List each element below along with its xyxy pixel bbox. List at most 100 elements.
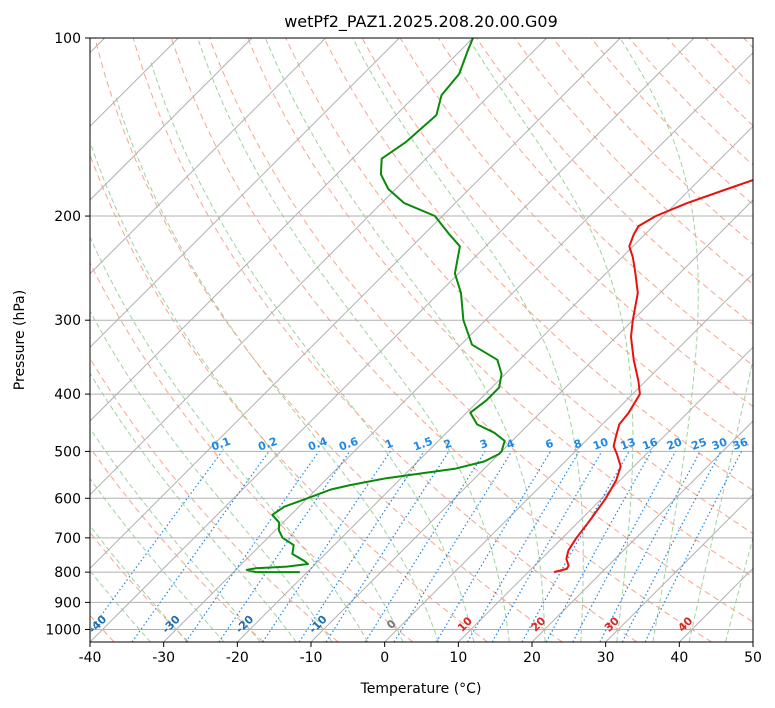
mixing-ratio-label: 6 bbox=[544, 437, 556, 452]
y-tick-label: 1000 bbox=[45, 622, 81, 638]
isotherm bbox=[163, 51, 753, 642]
moist-adiabat bbox=[619, 38, 699, 642]
dry-adiabat bbox=[628, 38, 753, 166]
background-grid bbox=[90, 38, 753, 642]
isotherm bbox=[90, 38, 474, 422]
mixing-ratio-label: 36 bbox=[731, 435, 750, 453]
moist-adiabat bbox=[725, 535, 753, 642]
x-tick-label: -40 bbox=[79, 650, 102, 666]
dewpoint-profile bbox=[245, 38, 506, 574]
isotherm bbox=[90, 38, 548, 496]
mixing-ratio-label: 1 bbox=[383, 437, 395, 452]
dry-adiabat bbox=[90, 261, 414, 642]
mixing-ratio-label: 0.1 bbox=[210, 435, 233, 454]
mixing-ratio-line bbox=[644, 451, 743, 642]
moist-adiabat bbox=[197, 38, 510, 642]
moist-adiabat bbox=[90, 477, 225, 642]
isotherm bbox=[457, 346, 753, 642]
dry-adiabat bbox=[247, 38, 753, 578]
y-tick-label: 800 bbox=[54, 565, 81, 581]
isotherm bbox=[531, 420, 753, 642]
x-axis-title: Temperature (°C) bbox=[360, 681, 482, 697]
mixing-ratio-label: 0.2 bbox=[256, 435, 279, 454]
isotherm bbox=[90, 38, 400, 349]
x-tick-label: 50 bbox=[744, 650, 762, 666]
mixing-ratio-line bbox=[545, 451, 652, 642]
dry-adiabat bbox=[132, 38, 638, 642]
mixing-ratio-line bbox=[621, 451, 722, 642]
moist-adiabat bbox=[90, 235, 369, 642]
x-tick-label: 20 bbox=[523, 650, 541, 666]
x-tick-label: -20 bbox=[226, 650, 249, 666]
y-tick-label: 400 bbox=[54, 387, 81, 403]
dry-adiabat bbox=[94, 38, 563, 642]
y-tick-label: 600 bbox=[54, 491, 81, 507]
mixing-ratio-label: 13 bbox=[619, 435, 638, 452]
mixing-ratio-line bbox=[185, 451, 320, 642]
isotherm bbox=[310, 199, 753, 642]
moist-adiabat bbox=[352, 38, 584, 642]
mixing-ratio-label: 1.5 bbox=[412, 435, 435, 454]
plot-frame bbox=[89, 37, 754, 643]
mixing-ratio-line bbox=[325, 451, 450, 642]
y-axis-title: Pressure (hPa) bbox=[12, 290, 28, 390]
x-tick-label: -30 bbox=[152, 650, 175, 666]
mixing-ratio-line bbox=[218, 451, 351, 642]
isotherm bbox=[90, 38, 621, 570]
isotherm bbox=[384, 272, 753, 642]
mixing-ratio-label: 0.4 bbox=[306, 435, 329, 454]
mixing-ratio-label: 0.6 bbox=[337, 435, 360, 454]
moist-adiabat bbox=[688, 357, 753, 642]
mixing-ratio-label: 16 bbox=[641, 435, 660, 453]
mixing-ratio-label: 3 bbox=[478, 437, 490, 452]
mixing-ratio-line bbox=[131, 451, 270, 642]
mixing-ratio-line bbox=[521, 451, 630, 642]
moist-adiabat bbox=[150, 62, 475, 642]
mixing-ratio-line bbox=[572, 451, 677, 642]
y-tick-label: 300 bbox=[54, 313, 81, 329]
mixing-ratio-label: 4 bbox=[505, 437, 517, 452]
dry-adiabat bbox=[476, 38, 753, 326]
mixing-ratio-line bbox=[298, 451, 425, 642]
mixing-ratio-label: 10 bbox=[591, 435, 610, 453]
profile-series bbox=[245, 38, 753, 574]
dry-adiabat bbox=[590, 38, 753, 206]
mixing-ratio-label: 8 bbox=[572, 437, 584, 452]
moist-adiabat bbox=[264, 38, 546, 642]
moist-adiabat bbox=[114, 95, 439, 642]
axis-ticks: -40 -30 -20 -10 0 10 20 30 40 50 1000 900 800 700 600 5… bbox=[45, 31, 762, 666]
y-tick-label: 700 bbox=[54, 531, 81, 547]
isotherm bbox=[236, 125, 753, 642]
temperature-profile bbox=[553, 179, 753, 574]
isotherm bbox=[605, 493, 753, 642]
dry-adiabat bbox=[323, 38, 753, 492]
dry-adiabat bbox=[514, 38, 753, 285]
x-tick-label: 30 bbox=[597, 650, 615, 666]
y-tick-label: 500 bbox=[54, 444, 81, 460]
mixing-ratio-label: 20 bbox=[665, 435, 684, 453]
dry-adiabat bbox=[399, 38, 753, 408]
dry-adiabat bbox=[170, 38, 712, 642]
mixing-ratio-label: 30 bbox=[710, 435, 729, 453]
mixing-ratio-line bbox=[393, 451, 513, 642]
mixing-ratio-label: 25 bbox=[690, 435, 709, 452]
x-tick-label: 0 bbox=[380, 650, 389, 666]
mixing-ratio-line bbox=[90, 451, 223, 632]
x-tick-label: 40 bbox=[670, 650, 688, 666]
x-tick-label: 10 bbox=[449, 650, 467, 666]
y-tick-label: 200 bbox=[54, 209, 81, 225]
chart-title: wetPf2_PAZ1.2025.208.20.00.G09 bbox=[284, 12, 558, 32]
mixing-ratio-line bbox=[262, 451, 391, 642]
dry-adiabat bbox=[209, 38, 753, 623]
mixing-ratio-label: 2 bbox=[442, 437, 454, 452]
moist-adiabat bbox=[90, 427, 261, 642]
isotherm bbox=[90, 38, 253, 201]
y-tick-label: 900 bbox=[54, 595, 81, 611]
dry-adiabat bbox=[90, 446, 264, 642]
x-tick-label: -10 bbox=[300, 650, 323, 666]
y-tick-label: 100 bbox=[54, 31, 81, 47]
isotherm bbox=[90, 38, 327, 275]
isotherm bbox=[90, 38, 695, 642]
